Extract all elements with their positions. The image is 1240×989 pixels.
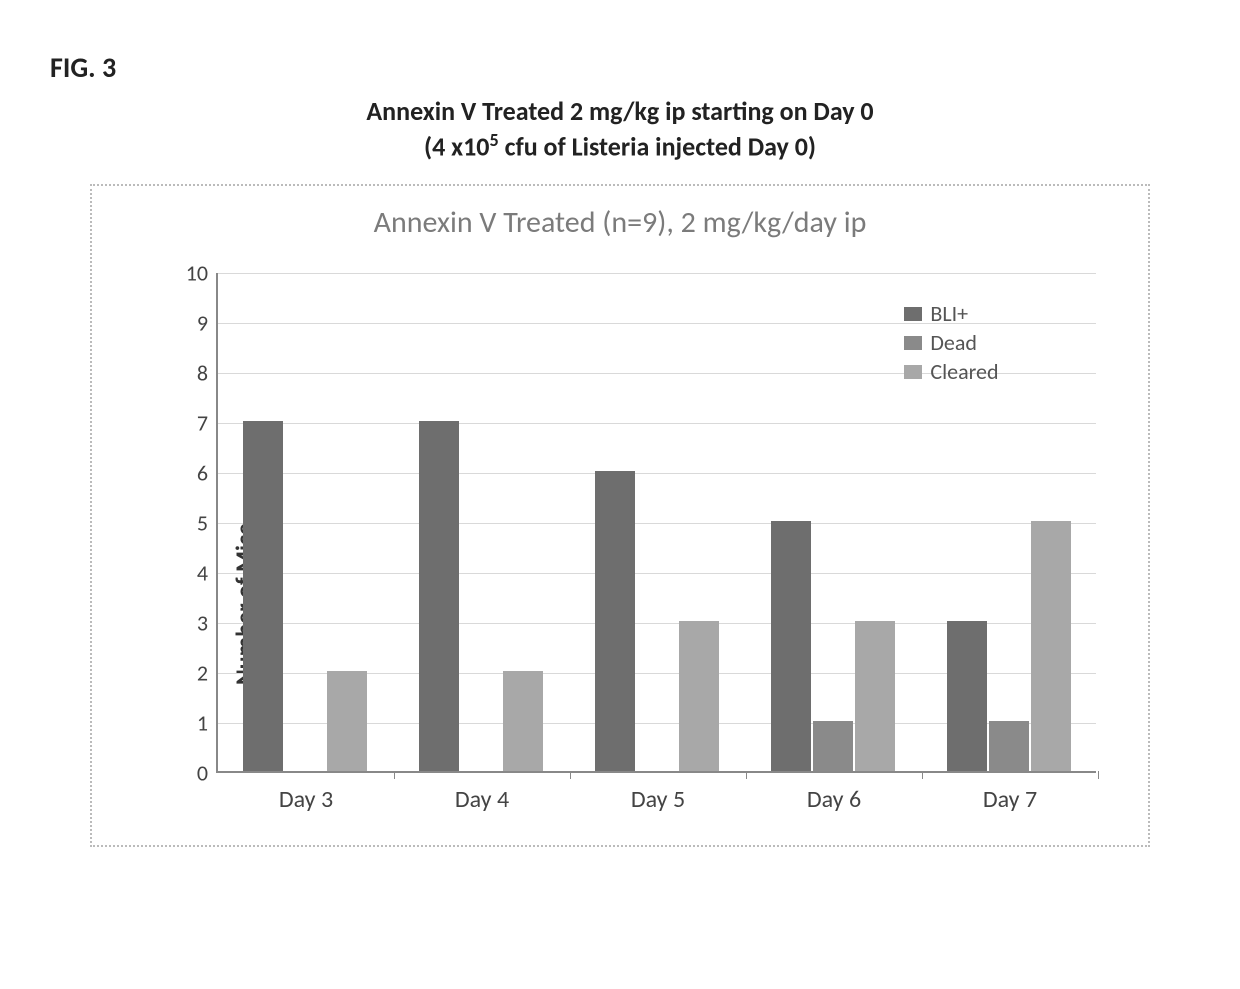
bar	[1031, 521, 1071, 771]
y-tick-label: 9	[197, 310, 218, 337]
legend-item: Cleared	[904, 358, 998, 385]
legend-item: Dead	[904, 329, 998, 356]
legend: BLI+DeadCleared	[904, 298, 998, 387]
y-tick-label: 8	[197, 360, 218, 387]
y-tick-label: 4	[197, 560, 218, 587]
x-category-label: Day 7	[983, 771, 1037, 814]
x-tick	[1098, 771, 1099, 779]
y-tick-label: 3	[197, 610, 218, 637]
caption-line-1: Annexin V Treated 2 mg/kg ip starting on…	[40, 95, 1200, 129]
y-tick-label: 6	[197, 460, 218, 487]
legend-label: BLI+	[930, 300, 968, 327]
x-tick	[394, 771, 395, 779]
bar	[813, 721, 853, 771]
x-tick	[570, 771, 571, 779]
bar	[419, 421, 459, 771]
caption-line-2-prefix: (4 x10	[424, 130, 489, 162]
bar	[947, 621, 987, 771]
plot-wrap: Number of Mice 012345678910Day 3Day 4Day…	[106, 249, 1134, 831]
legend-label: Cleared	[930, 358, 998, 385]
bar	[855, 621, 895, 771]
bar	[243, 421, 283, 771]
legend-label: Dead	[930, 329, 977, 356]
x-category-label: Day 4	[455, 771, 509, 814]
bar	[327, 671, 367, 771]
y-tick-label: 2	[197, 660, 218, 687]
bar	[503, 671, 543, 771]
bar	[679, 621, 719, 771]
gridline	[218, 473, 1096, 474]
chart-frame: Annexin V Treated (n=9), 2 mg/kg/day ip …	[90, 184, 1150, 847]
gridline	[218, 273, 1096, 274]
x-category-label: Day 6	[807, 771, 861, 814]
y-tick-label: 7	[197, 410, 218, 437]
gridline	[218, 573, 1096, 574]
gridline	[218, 523, 1096, 524]
x-tick	[922, 771, 923, 779]
legend-swatch	[904, 307, 922, 321]
bar	[771, 521, 811, 771]
caption-line-2: (4 x105 cfu of Listeria injected Day 0)	[40, 129, 1200, 164]
figure-label: FIG. 3	[50, 50, 1200, 85]
x-category-label: Day 3	[279, 771, 333, 814]
bar	[989, 721, 1029, 771]
chart-title: Annexin V Treated (n=9), 2 mg/kg/day ip	[106, 204, 1134, 241]
y-tick-label: 0	[197, 760, 218, 787]
x-tick	[746, 771, 747, 779]
gridline	[218, 423, 1096, 424]
y-tick-label: 10	[186, 260, 218, 287]
y-tick-label: 1	[197, 710, 218, 737]
legend-swatch	[904, 336, 922, 350]
plot: Number of Mice 012345678910Day 3Day 4Day…	[106, 249, 1126, 831]
figure-caption: Annexin V Treated 2 mg/kg ip starting on…	[40, 95, 1200, 164]
caption-line-2-suffix: cfu of Listeria injected Day 0)	[499, 130, 816, 162]
plot-area: 012345678910Day 3Day 4Day 5Day 6Day 7BLI…	[216, 273, 1096, 773]
legend-swatch	[904, 365, 922, 379]
caption-line-2-sup: 5	[489, 129, 498, 151]
y-tick-label: 5	[197, 510, 218, 537]
x-category-label: Day 5	[631, 771, 685, 814]
legend-item: BLI+	[904, 300, 998, 327]
bar	[595, 471, 635, 771]
